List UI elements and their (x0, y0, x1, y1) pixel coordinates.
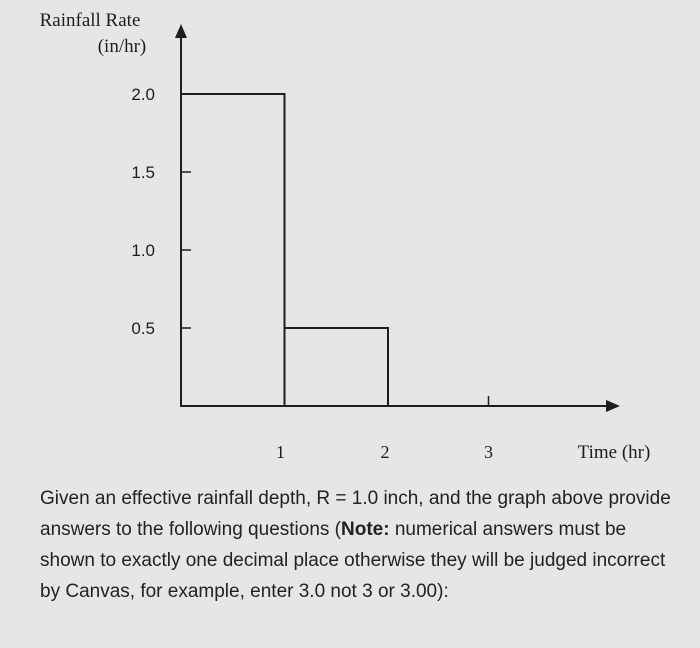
x-tick-label: 3 (484, 442, 493, 462)
question-text: Given an effective rainfall depth, R = 1… (40, 483, 680, 607)
axes (180, 34, 608, 407)
question-part2: numerical answers must be shown to exact… (40, 519, 666, 602)
question-part1: Given an effective rainfall depth, R = 1… (40, 488, 671, 540)
x-axis-arrow-icon (606, 400, 620, 412)
y-tick-label: 0.5 (131, 319, 155, 338)
y-axis-title-line2: (in/hr) (98, 36, 147, 57)
y-tick-label: 1.0 (131, 241, 155, 260)
y-axis-title-line1: Rainfall Rate (40, 10, 141, 31)
y-axis-arrow-icon (175, 24, 187, 38)
bar-1 (180, 93, 286, 407)
note-label: Note: (341, 519, 390, 540)
bar-2 (283, 327, 389, 407)
y-tick-label: 1.5 (131, 163, 155, 182)
x-tick-label: 2 (381, 442, 390, 462)
x-axis-title: Time (hr) (578, 442, 651, 463)
y-tick-label: 2.0 (131, 85, 155, 104)
x-tick-label: 1 (276, 442, 285, 462)
